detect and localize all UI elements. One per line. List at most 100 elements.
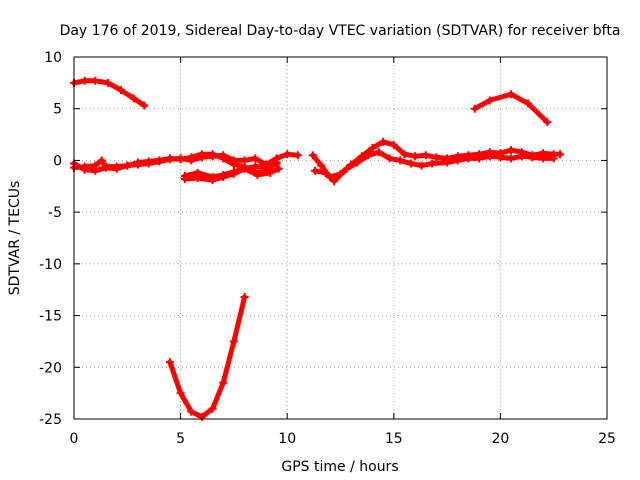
data-point bbox=[539, 154, 548, 163]
data-point bbox=[411, 152, 420, 161]
data-point bbox=[229, 337, 238, 346]
chart-title: Day 176 of 2019, Sidereal Day-to-day VTE… bbox=[60, 23, 621, 39]
data-point bbox=[443, 158, 452, 167]
x-tick-label: 20 bbox=[491, 431, 509, 447]
y-tick-label: -25 bbox=[39, 412, 62, 428]
x-tick-label: 5 bbox=[176, 431, 185, 447]
x-tick-label: 0 bbox=[70, 431, 79, 447]
y-tick-label: 10 bbox=[44, 50, 62, 66]
data-point bbox=[197, 412, 206, 421]
data-point bbox=[251, 154, 260, 163]
data-point bbox=[507, 154, 516, 163]
data-point bbox=[368, 144, 377, 153]
data-point bbox=[80, 162, 89, 171]
data-point bbox=[364, 151, 373, 160]
data-point bbox=[144, 157, 153, 166]
series-arc-top-right bbox=[472, 91, 550, 125]
data-point bbox=[428, 159, 437, 168]
data-point bbox=[187, 407, 196, 416]
y-tick-label: 5 bbox=[53, 102, 62, 118]
data-point bbox=[432, 153, 441, 162]
y-tick-label: -10 bbox=[39, 257, 62, 273]
data-point bbox=[240, 292, 249, 301]
data-point bbox=[396, 156, 405, 165]
data-point bbox=[219, 172, 228, 181]
series-arc-dip bbox=[167, 294, 248, 420]
data-point bbox=[517, 152, 526, 161]
data-point bbox=[91, 161, 100, 170]
data-point bbox=[197, 150, 206, 159]
data-point bbox=[543, 118, 552, 127]
data-point bbox=[283, 150, 292, 159]
data-point bbox=[507, 90, 516, 99]
data-point bbox=[253, 170, 262, 179]
data-point bbox=[310, 166, 319, 175]
data-point bbox=[193, 174, 202, 183]
y-tick-label: -5 bbox=[48, 205, 62, 221]
data-point bbox=[400, 150, 409, 159]
data-point bbox=[176, 155, 185, 164]
data-point bbox=[385, 154, 394, 163]
data-point bbox=[453, 156, 462, 165]
data-point bbox=[342, 164, 351, 173]
data-point bbox=[219, 378, 228, 387]
data-point bbox=[165, 154, 174, 163]
data-point bbox=[229, 169, 238, 178]
data-point bbox=[496, 153, 505, 162]
data-point bbox=[330, 177, 339, 186]
data-point bbox=[485, 96, 494, 105]
data-point bbox=[208, 404, 217, 413]
data-point bbox=[155, 156, 164, 165]
data-point bbox=[528, 153, 537, 162]
data-point bbox=[272, 159, 281, 168]
data-point bbox=[524, 99, 533, 108]
x-tick-label: 10 bbox=[278, 431, 296, 447]
data-point bbox=[406, 159, 415, 168]
data-point bbox=[80, 76, 89, 85]
data-point bbox=[91, 76, 100, 85]
data-point bbox=[507, 146, 516, 155]
grid-lines bbox=[74, 57, 607, 419]
plot-frame bbox=[73, 56, 608, 420]
axis-ticks: 0 5 10 15 20 25 10 5 0 -5 -10 -15 -20 -25 bbox=[39, 50, 616, 447]
data-point bbox=[470, 104, 479, 113]
data-point bbox=[417, 161, 426, 170]
data-point bbox=[112, 162, 121, 171]
data-point bbox=[240, 164, 249, 173]
x-tick-label: 25 bbox=[598, 431, 616, 447]
data-point bbox=[208, 176, 217, 185]
y-tick-label: 0 bbox=[53, 153, 62, 169]
data-point bbox=[219, 154, 228, 163]
data-point bbox=[308, 151, 317, 160]
data-point bbox=[165, 358, 174, 367]
data-point bbox=[176, 389, 185, 398]
data-point bbox=[274, 164, 283, 173]
data-point bbox=[208, 150, 217, 159]
data-point bbox=[104, 78, 113, 87]
data-series bbox=[70, 76, 565, 421]
data-point bbox=[229, 160, 238, 169]
data-point bbox=[421, 151, 430, 160]
data-point bbox=[353, 158, 362, 167]
data-point bbox=[317, 161, 326, 170]
data-point bbox=[180, 175, 189, 184]
y-axis-label: SDTVAR / TECUs bbox=[7, 181, 23, 296]
data-point bbox=[293, 151, 302, 160]
data-point bbox=[389, 140, 398, 149]
data-point bbox=[464, 154, 473, 163]
data-point bbox=[116, 86, 125, 95]
data-point bbox=[187, 153, 196, 162]
data-point bbox=[129, 94, 138, 103]
data-point bbox=[133, 158, 142, 167]
data-point bbox=[261, 162, 270, 171]
data-point bbox=[549, 154, 558, 163]
x-tick-label: 15 bbox=[385, 431, 403, 447]
data-point bbox=[251, 162, 260, 171]
data-point bbox=[123, 161, 132, 170]
data-point bbox=[475, 154, 484, 163]
y-tick-label: -20 bbox=[39, 360, 62, 376]
data-point bbox=[379, 137, 388, 146]
data-point bbox=[485, 152, 494, 161]
data-point bbox=[140, 101, 149, 110]
